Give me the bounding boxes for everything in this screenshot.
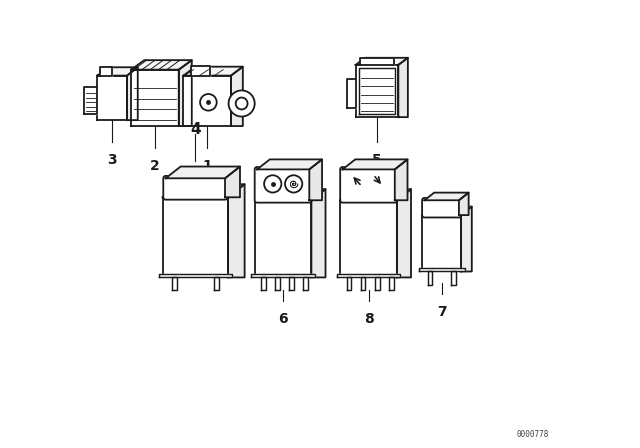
Polygon shape	[428, 271, 433, 284]
Polygon shape	[361, 277, 365, 290]
Polygon shape	[184, 76, 231, 126]
Polygon shape	[163, 197, 228, 277]
Polygon shape	[184, 67, 243, 76]
Circle shape	[236, 98, 248, 109]
Polygon shape	[422, 207, 472, 215]
Polygon shape	[214, 277, 219, 290]
Text: 5: 5	[372, 153, 382, 167]
Polygon shape	[97, 76, 127, 120]
FancyBboxPatch shape	[422, 198, 461, 217]
Text: 2: 2	[150, 159, 160, 172]
Polygon shape	[360, 58, 394, 65]
Text: 7: 7	[437, 305, 447, 319]
Polygon shape	[359, 69, 395, 114]
Polygon shape	[289, 277, 294, 290]
Polygon shape	[225, 167, 240, 197]
Polygon shape	[395, 159, 408, 200]
Polygon shape	[424, 193, 468, 200]
Text: 8: 8	[364, 312, 374, 326]
Polygon shape	[347, 277, 351, 290]
FancyBboxPatch shape	[340, 167, 397, 202]
Polygon shape	[451, 271, 456, 284]
Text: 1: 1	[202, 159, 212, 172]
Text: 6: 6	[278, 312, 288, 326]
Polygon shape	[459, 193, 468, 215]
Polygon shape	[356, 65, 398, 117]
Polygon shape	[397, 189, 411, 277]
Polygon shape	[255, 200, 312, 277]
Polygon shape	[97, 67, 138, 76]
Polygon shape	[303, 277, 308, 290]
Polygon shape	[179, 60, 192, 126]
Polygon shape	[375, 277, 380, 290]
Polygon shape	[261, 277, 266, 290]
Polygon shape	[419, 268, 465, 271]
Polygon shape	[166, 167, 240, 178]
Circle shape	[264, 175, 282, 193]
Polygon shape	[340, 200, 397, 277]
Polygon shape	[398, 58, 408, 117]
Polygon shape	[131, 60, 192, 69]
Circle shape	[285, 175, 302, 193]
Polygon shape	[422, 215, 461, 271]
Polygon shape	[275, 277, 280, 290]
Polygon shape	[255, 189, 326, 200]
Circle shape	[200, 94, 217, 111]
Polygon shape	[252, 274, 315, 277]
Polygon shape	[231, 67, 243, 126]
Polygon shape	[356, 58, 408, 65]
Polygon shape	[348, 78, 356, 108]
Polygon shape	[172, 277, 177, 290]
FancyBboxPatch shape	[163, 176, 227, 200]
Text: 0000778: 0000778	[516, 431, 548, 439]
Text: 3: 3	[108, 153, 117, 167]
Polygon shape	[131, 69, 179, 126]
Polygon shape	[309, 159, 322, 200]
Polygon shape	[163, 184, 244, 197]
Polygon shape	[257, 159, 322, 169]
Polygon shape	[340, 189, 411, 200]
Text: 4: 4	[190, 122, 201, 137]
Polygon shape	[127, 67, 138, 120]
FancyBboxPatch shape	[255, 167, 312, 202]
Polygon shape	[191, 66, 210, 76]
Polygon shape	[84, 87, 97, 114]
Polygon shape	[312, 189, 326, 277]
Polygon shape	[228, 184, 244, 277]
Polygon shape	[389, 277, 394, 290]
Polygon shape	[342, 159, 408, 169]
Circle shape	[228, 90, 255, 116]
Polygon shape	[461, 207, 472, 271]
Polygon shape	[159, 274, 232, 277]
Polygon shape	[100, 67, 112, 76]
Polygon shape	[337, 274, 401, 277]
